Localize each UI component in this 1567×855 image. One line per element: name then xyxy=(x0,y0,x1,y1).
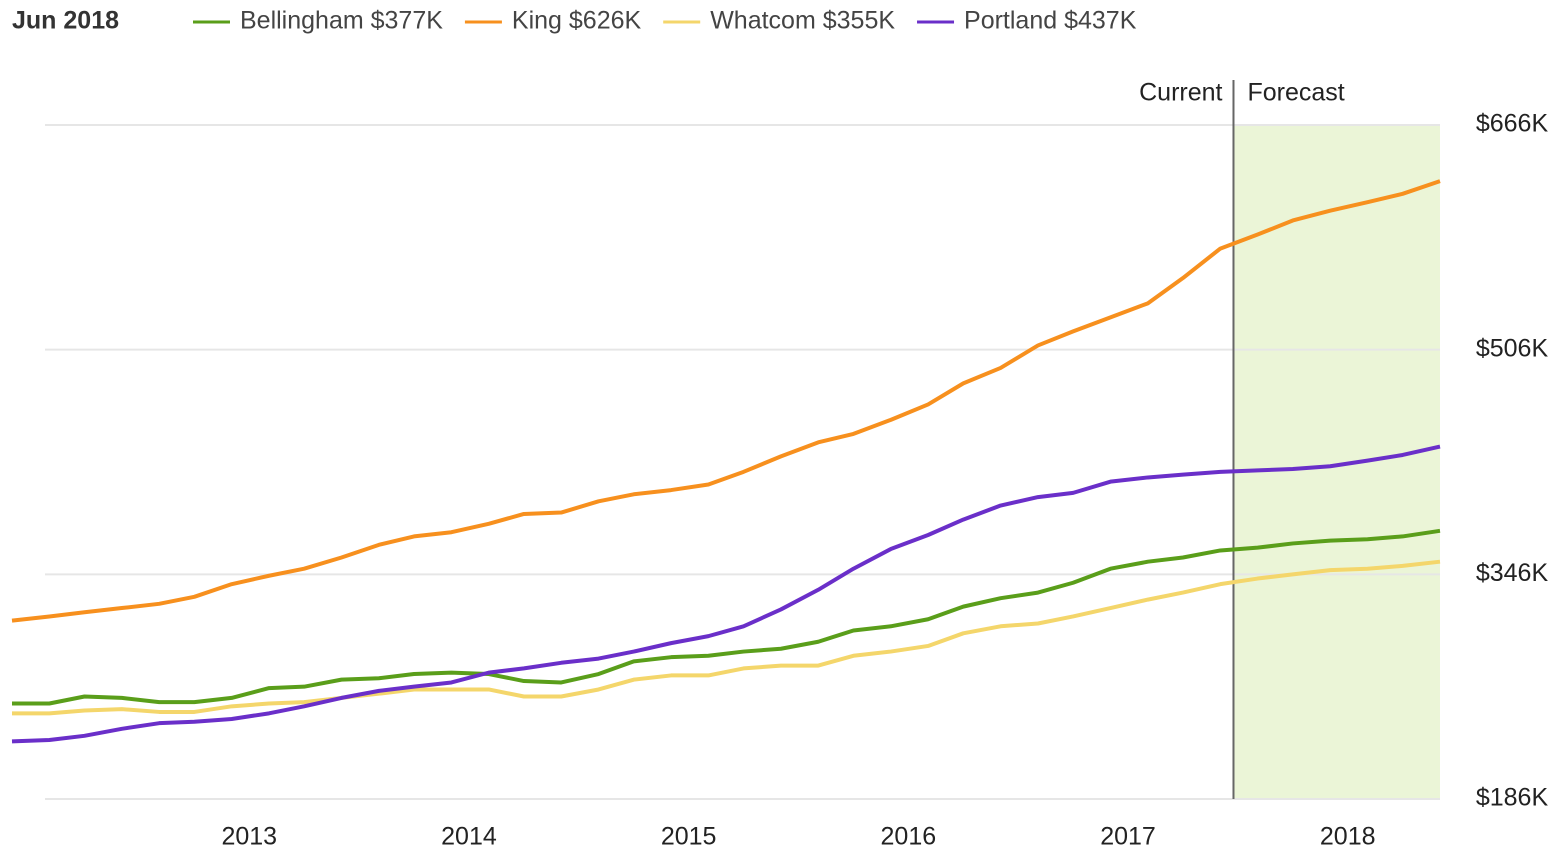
series-line xyxy=(11,444,1441,744)
legend-label: King $626K xyxy=(512,7,642,35)
y-tick-label: $346K xyxy=(1476,559,1549,587)
legend-label: Portland $437K xyxy=(964,7,1137,35)
current-label: Current xyxy=(1139,79,1222,107)
x-tick-label: 2016 xyxy=(881,823,937,851)
legend-label: Whatcom $355K xyxy=(710,7,895,35)
x-tick-label: 2014 xyxy=(441,823,497,851)
series-line xyxy=(11,179,1441,623)
x-tick-label: 2018 xyxy=(1320,823,1376,851)
y-tick-label: $506K xyxy=(1476,334,1549,362)
date-label: Jun 2018 xyxy=(12,7,119,35)
x-tick-label: 2013 xyxy=(221,823,277,851)
x-tick-label: 2015 xyxy=(661,823,717,851)
legend-label: Bellingham $377K xyxy=(240,7,443,35)
y-tick-label: $186K xyxy=(1476,784,1549,812)
y-tick-label: $666K xyxy=(1476,110,1549,138)
series-line xyxy=(12,559,1441,716)
forecast-label: Forecast xyxy=(1247,79,1344,107)
forecast-region xyxy=(1233,125,1440,799)
x-tick-label: 2017 xyxy=(1100,823,1156,851)
series-line xyxy=(12,528,1441,706)
